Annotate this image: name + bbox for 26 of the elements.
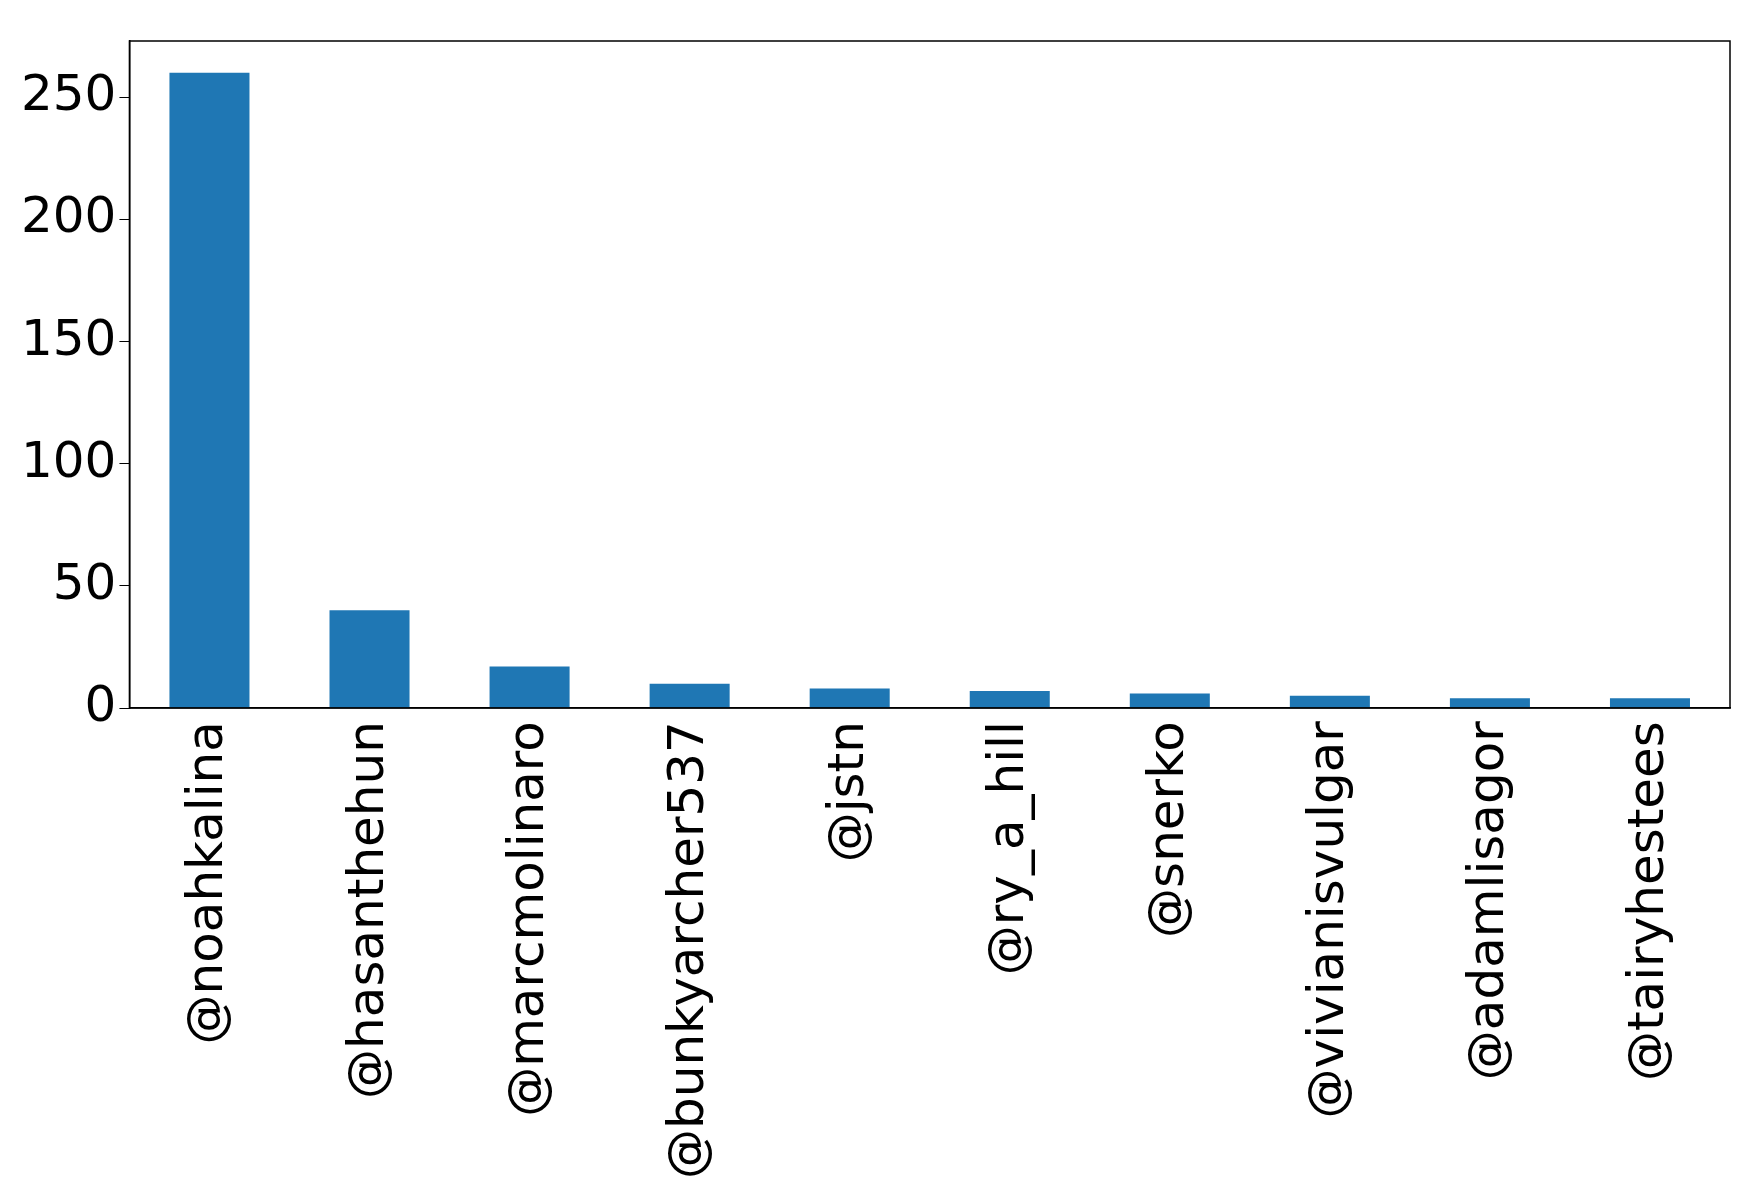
y-tick-label: 150 [21,308,117,367]
bar [1129,693,1210,708]
y-tick-label: 50 [52,552,117,611]
bar [1289,695,1370,708]
x-tick-label: @marcmolinaro [496,721,555,1117]
bar [809,688,890,708]
bar [649,683,730,708]
x-tick-label: @hasanthehun [336,721,395,1099]
x-tick-label: @tairyhestees [1616,721,1675,1082]
x-tick-label: @snerko [1136,721,1195,938]
x-tick-label: @adamlisagor [1456,720,1515,1081]
bar [1449,698,1530,708]
bar [489,666,570,708]
bar [169,72,250,708]
y-tick-label: 100 [21,430,117,489]
y-tick-label: 0 [84,675,117,734]
bar [1609,698,1690,708]
bar [329,610,410,708]
y-tick-label: 200 [21,186,117,245]
bar [969,690,1050,708]
x-tick-label: @ry_a_hill [976,721,1035,976]
x-tick-label: @noahkalina [176,721,235,1045]
y-tick-label: 250 [21,64,117,123]
x-tick-label: @bunkyarcher537 [656,721,715,1180]
x-tick-label: @vivianisvulgar [1296,720,1355,1119]
x-tick-label: @jstn [816,721,875,863]
